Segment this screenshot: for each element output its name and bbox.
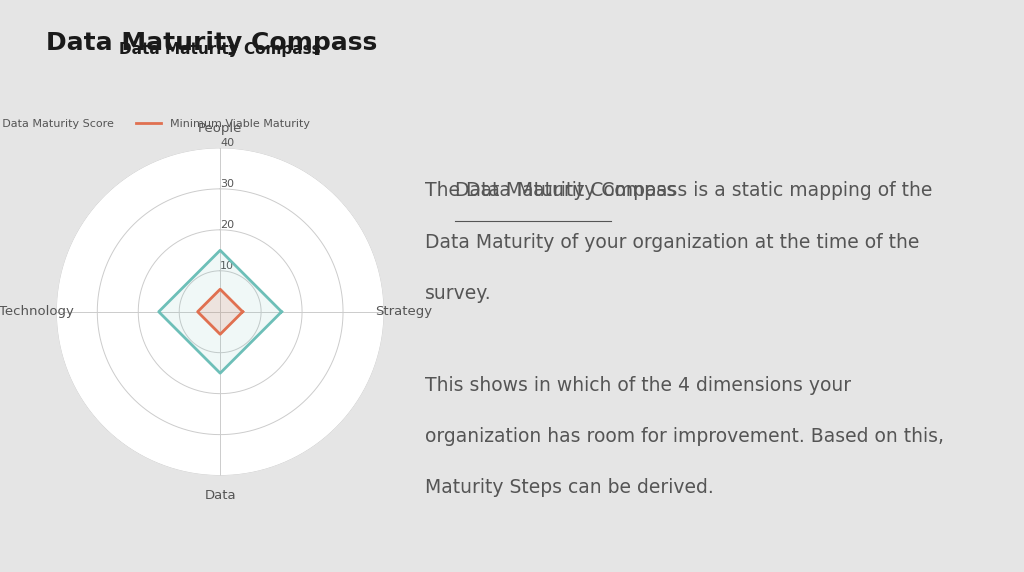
Text: The Data Maturity Compass is a static mapping of the: The Data Maturity Compass is a static ma… [425, 181, 932, 200]
Text: Data Maturity Compass: Data Maturity Compass [46, 31, 377, 55]
Legend: Your Data Maturity Score, Minimum Viable Maturity: Your Data Maturity Score, Minimum Viable… [0, 114, 314, 133]
Text: survey.: survey. [425, 284, 492, 303]
Title: Data Maturity Compass: Data Maturity Compass [120, 42, 321, 57]
Text: Data Maturity of your organization at the time of the: Data Maturity of your organization at th… [425, 233, 920, 252]
Polygon shape [198, 289, 243, 334]
Text: This shows in which of the 4 dimensions your: This shows in which of the 4 dimensions … [425, 376, 851, 395]
Polygon shape [159, 251, 282, 373]
Text: Maturity Steps can be derived.: Maturity Steps can be derived. [425, 478, 714, 497]
Text: organization has room for improvement. Based on this,: organization has room for improvement. B… [425, 427, 944, 446]
Text: Data Maturity Compass: Data Maturity Compass [455, 181, 676, 200]
